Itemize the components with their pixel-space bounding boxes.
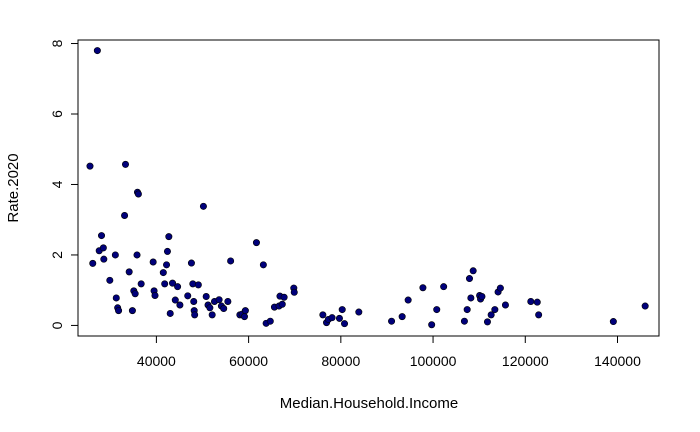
data-point [460, 317, 468, 325]
data-points [86, 47, 649, 329]
data-point [496, 284, 504, 292]
data-point [404, 296, 412, 304]
data-point [465, 275, 473, 283]
data-point [335, 314, 343, 322]
data-point [355, 308, 363, 316]
y-tick-label: 2 [49, 251, 65, 259]
data-point [428, 321, 436, 329]
data-point [319, 311, 327, 319]
data-point [208, 311, 216, 319]
data-point [202, 293, 210, 301]
data-point [112, 294, 120, 302]
x-tick-label: 140000 [594, 353, 641, 369]
data-point [131, 290, 139, 298]
plot-area-frame [77, 39, 660, 337]
data-point [220, 305, 228, 313]
data-point [215, 296, 223, 304]
data-point [280, 293, 288, 301]
data-point [134, 190, 142, 198]
data-point [176, 301, 184, 309]
data-point [171, 296, 179, 304]
data-point [491, 306, 499, 314]
data-point [478, 293, 486, 301]
data-point [98, 232, 106, 240]
data-point [163, 261, 171, 269]
data-point [463, 306, 471, 314]
data-point [194, 281, 202, 289]
data-point [440, 283, 448, 291]
data-point [161, 280, 169, 288]
data-point [469, 267, 477, 275]
data-point [159, 269, 167, 277]
data-point [100, 255, 108, 263]
data-point [121, 160, 129, 168]
data-point [278, 300, 286, 308]
data-point [149, 258, 157, 266]
data-point [166, 309, 174, 317]
data-point [266, 317, 274, 325]
data-point [206, 304, 214, 312]
data-point [535, 311, 543, 319]
data-point [527, 297, 535, 305]
data-point [501, 301, 509, 309]
x-tick-label: 60000 [229, 353, 268, 369]
data-point [328, 314, 336, 322]
data-point [128, 307, 136, 315]
data-point [174, 283, 182, 291]
data-point [290, 288, 298, 296]
y-tick-label: 6 [49, 110, 65, 118]
data-point [199, 202, 207, 210]
y-tick-label: 8 [49, 39, 65, 47]
data-point [467, 294, 475, 302]
data-point [163, 247, 171, 255]
data-point [398, 313, 406, 321]
data-point [388, 317, 396, 325]
data-point [137, 280, 145, 288]
y-axis: 0 2 4 6 8 [49, 39, 79, 329]
data-point [227, 257, 235, 265]
x-tick-label: 40000 [137, 353, 176, 369]
data-point [487, 311, 495, 319]
data-point [483, 318, 491, 326]
data-point [169, 279, 177, 287]
data-point [419, 284, 427, 292]
data-point [609, 318, 617, 326]
x-tick-label: 100000 [410, 353, 457, 369]
data-point [187, 259, 195, 267]
data-point [89, 259, 97, 267]
data-point [641, 302, 649, 310]
x-tick-label: 80000 [321, 353, 360, 369]
data-point [191, 311, 199, 319]
data-point [165, 233, 173, 241]
y-tick-label: 0 [49, 321, 65, 329]
data-point [93, 47, 101, 55]
data-point [241, 307, 249, 315]
data-point [121, 211, 129, 219]
data-point [252, 239, 260, 247]
data-point [125, 268, 133, 276]
data-point [190, 297, 198, 305]
x-axis-label: Median.Household.Income [280, 395, 458, 412]
x-axis: 40000 60000 80000 100000 120000 140000 [137, 335, 641, 369]
data-point [224, 297, 232, 305]
data-point [338, 306, 346, 314]
data-point [86, 162, 94, 170]
data-point [184, 292, 192, 300]
data-point [433, 306, 441, 314]
y-tick-label: 4 [49, 180, 65, 188]
data-point [533, 298, 541, 306]
data-point [99, 244, 107, 252]
x-tick-label: 120000 [502, 353, 549, 369]
data-point [151, 291, 159, 299]
data-point [111, 251, 119, 259]
data-point [106, 276, 114, 284]
data-point [341, 320, 349, 328]
data-point [115, 307, 123, 315]
data-point [240, 313, 248, 321]
data-point [133, 251, 141, 259]
y-axis-label: Rate.2020 [5, 153, 22, 222]
data-point [259, 261, 267, 269]
